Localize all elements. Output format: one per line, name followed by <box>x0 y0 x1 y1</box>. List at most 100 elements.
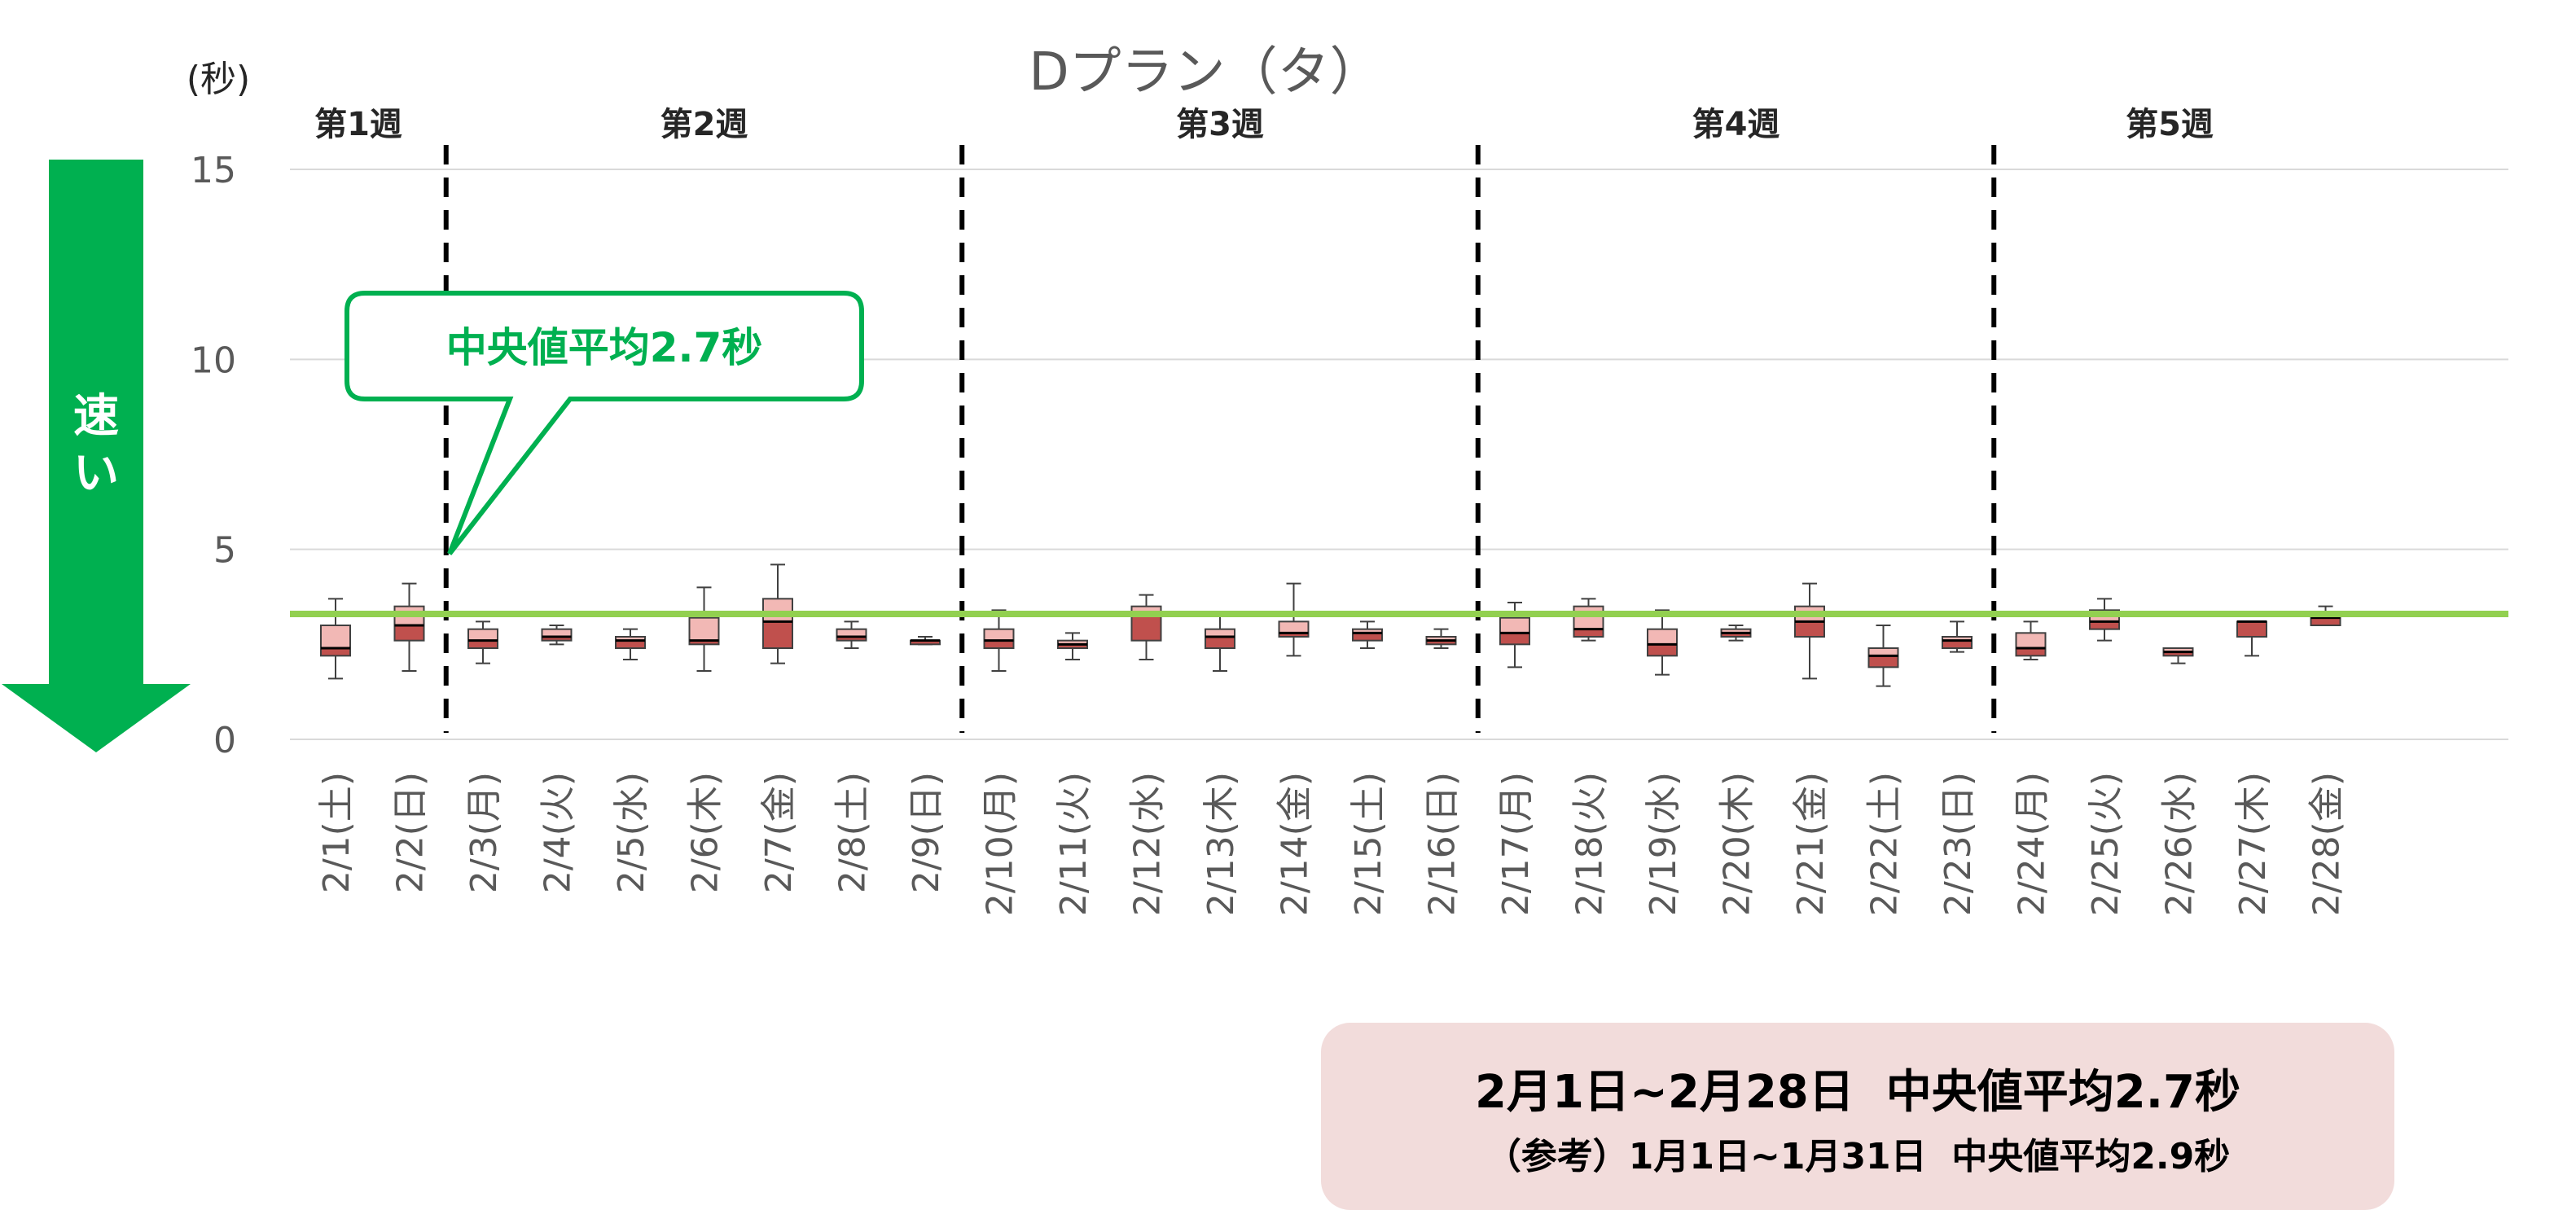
box-5 <box>615 628 646 660</box>
x-tick-label: 2/13(木) <box>1200 772 1242 916</box>
box-20 <box>1720 625 1752 642</box>
y-unit-label: (秒) <box>187 59 250 100</box>
x-tick-label: 2/23(日) <box>1937 772 1979 916</box>
box-upper-half <box>688 616 720 642</box>
x-tick-label: 2/18(火) <box>1569 772 1611 916</box>
y-tick-label: 10 <box>191 340 236 381</box>
x-tick-label: 2/1(土) <box>316 772 358 893</box>
box-21 <box>1794 582 1825 680</box>
x-tick-label: 2/19(水) <box>1643 772 1684 916</box>
box-7 <box>762 563 793 664</box>
box-2 <box>393 582 425 672</box>
box-25 <box>2089 598 2120 642</box>
x-tick-label: 2/22(土) <box>1864 772 1906 916</box>
x-tick-label: 2/26(水) <box>2159 772 2201 916</box>
week-dividers <box>443 145 1997 733</box>
box-15 <box>1352 620 1383 649</box>
box-upper-half <box>1499 616 1530 634</box>
x-tick-label: 2/4(火) <box>538 772 579 893</box>
box-4 <box>541 625 573 646</box>
chart-title: Dプラン（タ） <box>1029 42 1381 103</box>
x-tick-label: 2/14(金) <box>1275 772 1316 916</box>
box-upper-half <box>2015 632 2047 649</box>
x-tick-labels: 2/1(土) 2/2(日) 2/3(月) 2/4(火) 2/5(水) 2/6(木) 2/7(… <box>316 772 2348 916</box>
box-lower-half <box>1130 613 1162 642</box>
box-lower-half <box>1205 636 1235 649</box>
x-tick-label: 2/9(日) <box>906 772 947 893</box>
week-label: 第4週 <box>1692 106 1780 143</box>
x-tick-label: 2/15(土) <box>1348 772 1389 916</box>
x-tick-label: 2/25(火) <box>2085 772 2126 916</box>
box-upper-half <box>1573 605 1604 630</box>
box-upper-half <box>1278 620 1310 634</box>
x-tick-label: 2/6(木) <box>685 772 726 893</box>
y-tick-label: 0 <box>213 720 236 761</box>
x-tick-label: 2/27(木) <box>2232 772 2274 916</box>
box-10 <box>983 609 1015 672</box>
y-tick-label: 5 <box>213 530 236 572</box>
x-tick-label: 2/7(金) <box>758 772 800 893</box>
box-upper-half <box>762 598 793 623</box>
summary-main-text: 2月1日~2月28日 中央値平均2.7秒 <box>1475 1066 2240 1119</box>
box-9 <box>910 636 941 646</box>
box-upper-half <box>983 628 1015 642</box>
down-arrow-icon <box>2 160 191 752</box>
week-labels: 第1週 第2週 第3週 第4週 第5週 <box>314 106 2214 143</box>
x-tick-label: 2/24(月) <box>2012 772 2053 916</box>
summary-reference-text: （参考）1月1日~1月31日 中央値平均2.9秒 <box>1485 1136 2231 1177</box>
y-tick-labels: 0 5 10 15 <box>191 150 236 761</box>
callout-text: 中央値平均2.7秒 <box>446 324 763 371</box>
box-12 <box>1130 594 1162 660</box>
box-upper-half <box>467 628 498 642</box>
box-1 <box>320 598 351 680</box>
arrow-label-2: い <box>73 447 119 500</box>
box-lower-half <box>1499 632 1530 646</box>
x-tick-label: 2/2(日) <box>390 772 432 893</box>
x-tick-label: 2/8(土) <box>832 772 874 893</box>
box-14 <box>1278 582 1310 657</box>
callout-bubble <box>344 291 864 555</box>
box-27 <box>2236 620 2267 657</box>
week-label: 第5週 <box>2126 106 2214 143</box>
x-tick-label: 2/3(月) <box>463 772 505 893</box>
median-callout: 中央値平均2.7秒 <box>344 291 864 555</box>
box-lower-half <box>393 625 425 642</box>
box-lower-half <box>1867 655 1899 669</box>
week-label: 第1週 <box>314 106 402 143</box>
x-tick-label: 2/11(火) <box>1053 772 1095 916</box>
box-8 <box>836 620 867 649</box>
box-19 <box>1647 609 1678 676</box>
y-tick-label: 15 <box>191 150 236 191</box>
box-26 <box>2162 647 2194 664</box>
week-label: 第3週 <box>1176 106 1264 143</box>
box-lower-half <box>1794 620 1825 638</box>
x-tick-label: 2/5(水) <box>611 772 652 893</box>
summary-box: 2月1日~2月28日 中央値平均2.7秒 （参考）1月1日~1月31日 中央値平… <box>1321 1023 2394 1210</box>
box-3 <box>467 620 498 664</box>
box-13 <box>1205 613 1235 672</box>
box-24 <box>2015 620 2047 660</box>
x-tick-label: 2/21(金) <box>1790 772 1832 916</box>
box-lower-half <box>2236 620 2267 638</box>
x-tick-label: 2/28(金) <box>2306 772 2348 916</box>
box-series <box>320 563 2341 687</box>
x-tick-label: 2/16(日) <box>1422 772 1464 916</box>
box-upper-half <box>320 625 351 649</box>
box-18 <box>1573 598 1604 642</box>
box-17 <box>1499 602 1530 669</box>
box-lower-half <box>1647 643 1678 657</box>
box-upper-half <box>1647 628 1678 646</box>
arrow-label-1: 速 <box>73 390 119 443</box>
box-lower-half <box>762 620 793 649</box>
week-label: 第2週 <box>660 106 748 143</box>
box-6 <box>688 586 720 672</box>
x-tick-label: 2/10(月) <box>980 772 1021 916</box>
box-23 <box>1942 620 1973 653</box>
box-16 <box>1425 628 1457 649</box>
box-11 <box>1057 632 1088 660</box>
box-22 <box>1867 625 1899 687</box>
x-tick-label: 2/20(木) <box>1717 772 1758 916</box>
faster-arrow: 速 い <box>2 160 191 752</box>
x-tick-label: 2/17(月) <box>1495 772 1537 916</box>
